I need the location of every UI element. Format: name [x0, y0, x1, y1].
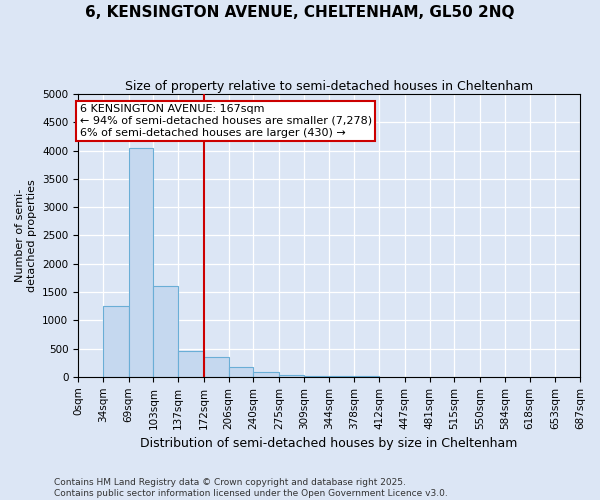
Bar — [204, 357, 229, 377]
Bar — [253, 372, 279, 377]
Bar — [178, 352, 204, 377]
Bar — [128, 148, 154, 377]
X-axis label: Distribution of semi-detached houses by size in Cheltenham: Distribution of semi-detached houses by … — [140, 437, 518, 450]
Title: Size of property relative to semi-detached houses in Cheltenham: Size of property relative to semi-detach… — [125, 80, 533, 93]
Bar — [229, 366, 253, 377]
Text: 6 KENSINGTON AVENUE: 167sqm
← 94% of semi-detached houses are smaller (7,278)
6%: 6 KENSINGTON AVENUE: 167sqm ← 94% of sem… — [80, 104, 372, 138]
Y-axis label: Number of semi-
detached properties: Number of semi- detached properties — [15, 179, 37, 292]
Bar — [304, 376, 329, 377]
Bar — [103, 306, 128, 377]
Bar — [154, 286, 178, 377]
Text: 6, KENSINGTON AVENUE, CHELTENHAM, GL50 2NQ: 6, KENSINGTON AVENUE, CHELTENHAM, GL50 2… — [85, 5, 515, 20]
Bar — [329, 376, 354, 377]
Bar — [279, 374, 304, 377]
Text: Contains HM Land Registry data © Crown copyright and database right 2025.
Contai: Contains HM Land Registry data © Crown c… — [54, 478, 448, 498]
